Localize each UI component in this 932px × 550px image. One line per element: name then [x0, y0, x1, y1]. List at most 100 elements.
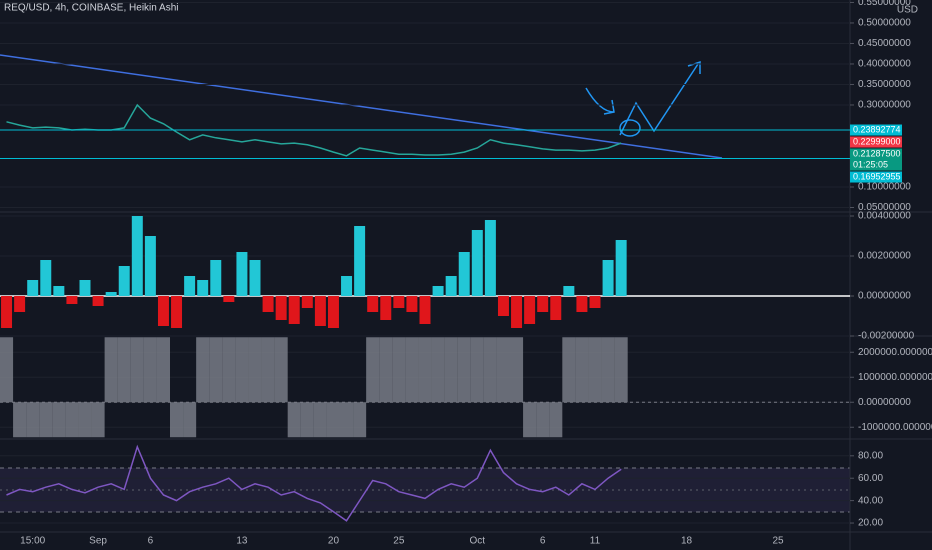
- step-area: [601, 337, 615, 403]
- histogram-bar: [288, 296, 300, 324]
- x-tick-label: 6: [148, 536, 154, 547]
- histogram-bar: [537, 296, 549, 312]
- step-area: [287, 402, 301, 438]
- level-label: 0.21287500: [853, 148, 901, 158]
- drawing-circle: [619, 119, 641, 137]
- histogram-bar: [171, 296, 183, 328]
- histogram-bar: [406, 296, 418, 312]
- drawing-arrow: [585, 87, 615, 115]
- histogram-bar: [40, 260, 52, 296]
- histogram-bar: [53, 286, 65, 296]
- step-area: [261, 337, 275, 403]
- step-area: [470, 337, 484, 403]
- unit: USD: [897, 5, 918, 16]
- step-area: [523, 402, 537, 438]
- step-area: [496, 337, 510, 403]
- step-area: [39, 402, 53, 438]
- step-area: [248, 337, 262, 403]
- histogram-bar: [314, 296, 326, 326]
- histogram-bar: [144, 236, 156, 296]
- step-area: [300, 402, 314, 438]
- step-area: [78, 402, 92, 438]
- histogram-bar: [275, 296, 287, 320]
- y-tick-label: 20.00: [858, 518, 883, 529]
- y-tick-label: 2000000.00000000: [858, 347, 932, 358]
- step-area: [313, 402, 327, 438]
- step-area: [575, 337, 589, 403]
- histogram-bar: [341, 276, 353, 296]
- step-area: [65, 402, 79, 438]
- step-area: [405, 337, 419, 403]
- chart-title: REQ/USD, 4h, COINBASE, Heikin Ashi: [4, 3, 179, 14]
- step-area: [222, 337, 236, 403]
- step-area: [353, 402, 367, 438]
- histogram-bar: [223, 296, 235, 302]
- level-label: 0.23892774: [853, 124, 901, 134]
- step-area: [549, 402, 563, 438]
- y-tick-label: 0.00000000: [858, 291, 911, 302]
- y-tick-label: 0.00200000: [858, 251, 911, 262]
- y-tick-label: 0.35000000: [858, 79, 911, 90]
- histogram-bar: [301, 296, 313, 308]
- step-area: [130, 337, 144, 403]
- x-tick-label: 11: [590, 536, 601, 547]
- trend-line: [0, 54, 723, 159]
- histogram-bar: [497, 296, 509, 316]
- step-area: [340, 402, 354, 438]
- step-area: [392, 337, 406, 403]
- y-tick-label: 0.00000000: [858, 397, 911, 408]
- y-tick-label: -1000000.00000000: [858, 422, 932, 433]
- step-area: [510, 337, 524, 403]
- step-area: [52, 402, 66, 438]
- y-tick-label: 60.00: [858, 473, 883, 484]
- level-time: 01:25:05: [853, 159, 888, 169]
- x-tick-label: 13: [236, 536, 248, 547]
- step-area: [143, 337, 157, 403]
- histogram-bar: [589, 296, 601, 308]
- histogram-bar: [458, 252, 470, 296]
- y-tick-label: 1000000.00000000: [858, 372, 932, 383]
- histogram-bar: [14, 296, 26, 312]
- histogram-bar: [367, 296, 379, 312]
- y-tick-label: 0.40000000: [858, 59, 911, 70]
- step-area: [235, 337, 249, 403]
- step-area: [536, 402, 550, 438]
- y-tick-label: 0.45000000: [858, 38, 911, 49]
- histogram-bar: [576, 296, 588, 312]
- histogram-bar: [210, 260, 222, 296]
- histogram-bar: [563, 286, 575, 296]
- histogram-bar: [432, 286, 444, 296]
- step-area: [588, 337, 602, 403]
- x-tick-label: 6: [540, 536, 546, 547]
- step-area: [418, 337, 432, 403]
- step-area: [170, 402, 184, 438]
- level-label-box: [850, 124, 902, 136]
- y-tick-label: 0.10000000: [858, 182, 911, 193]
- step-area: [13, 402, 27, 438]
- step-area: [209, 337, 223, 403]
- y-tick-label: 80.00: [858, 450, 883, 461]
- histogram-bar: [327, 296, 339, 328]
- x-tick-label: 18: [681, 536, 693, 547]
- step-area: [614, 337, 628, 403]
- step-area: [117, 337, 131, 403]
- histogram-bar: [131, 216, 143, 296]
- x-tick-label: 25: [393, 536, 405, 547]
- histogram-bar: [249, 260, 261, 296]
- step-area: [183, 402, 197, 438]
- step-area: [274, 337, 288, 403]
- step-area: [562, 337, 576, 403]
- level-label-box: [850, 148, 902, 171]
- histogram-bar: [354, 226, 366, 296]
- histogram-bar: [157, 296, 169, 326]
- drawing-path: [619, 60, 701, 136]
- step-area: [444, 337, 458, 403]
- level-label: 0.16952955: [853, 171, 901, 181]
- step-area: [366, 337, 380, 403]
- histogram-bar: [118, 266, 130, 296]
- histogram-bar: [262, 296, 274, 312]
- histogram-bar: [66, 296, 78, 304]
- y-tick-label: 0.30000000: [858, 100, 911, 111]
- y-tick-label: 0.05000000: [858, 202, 911, 213]
